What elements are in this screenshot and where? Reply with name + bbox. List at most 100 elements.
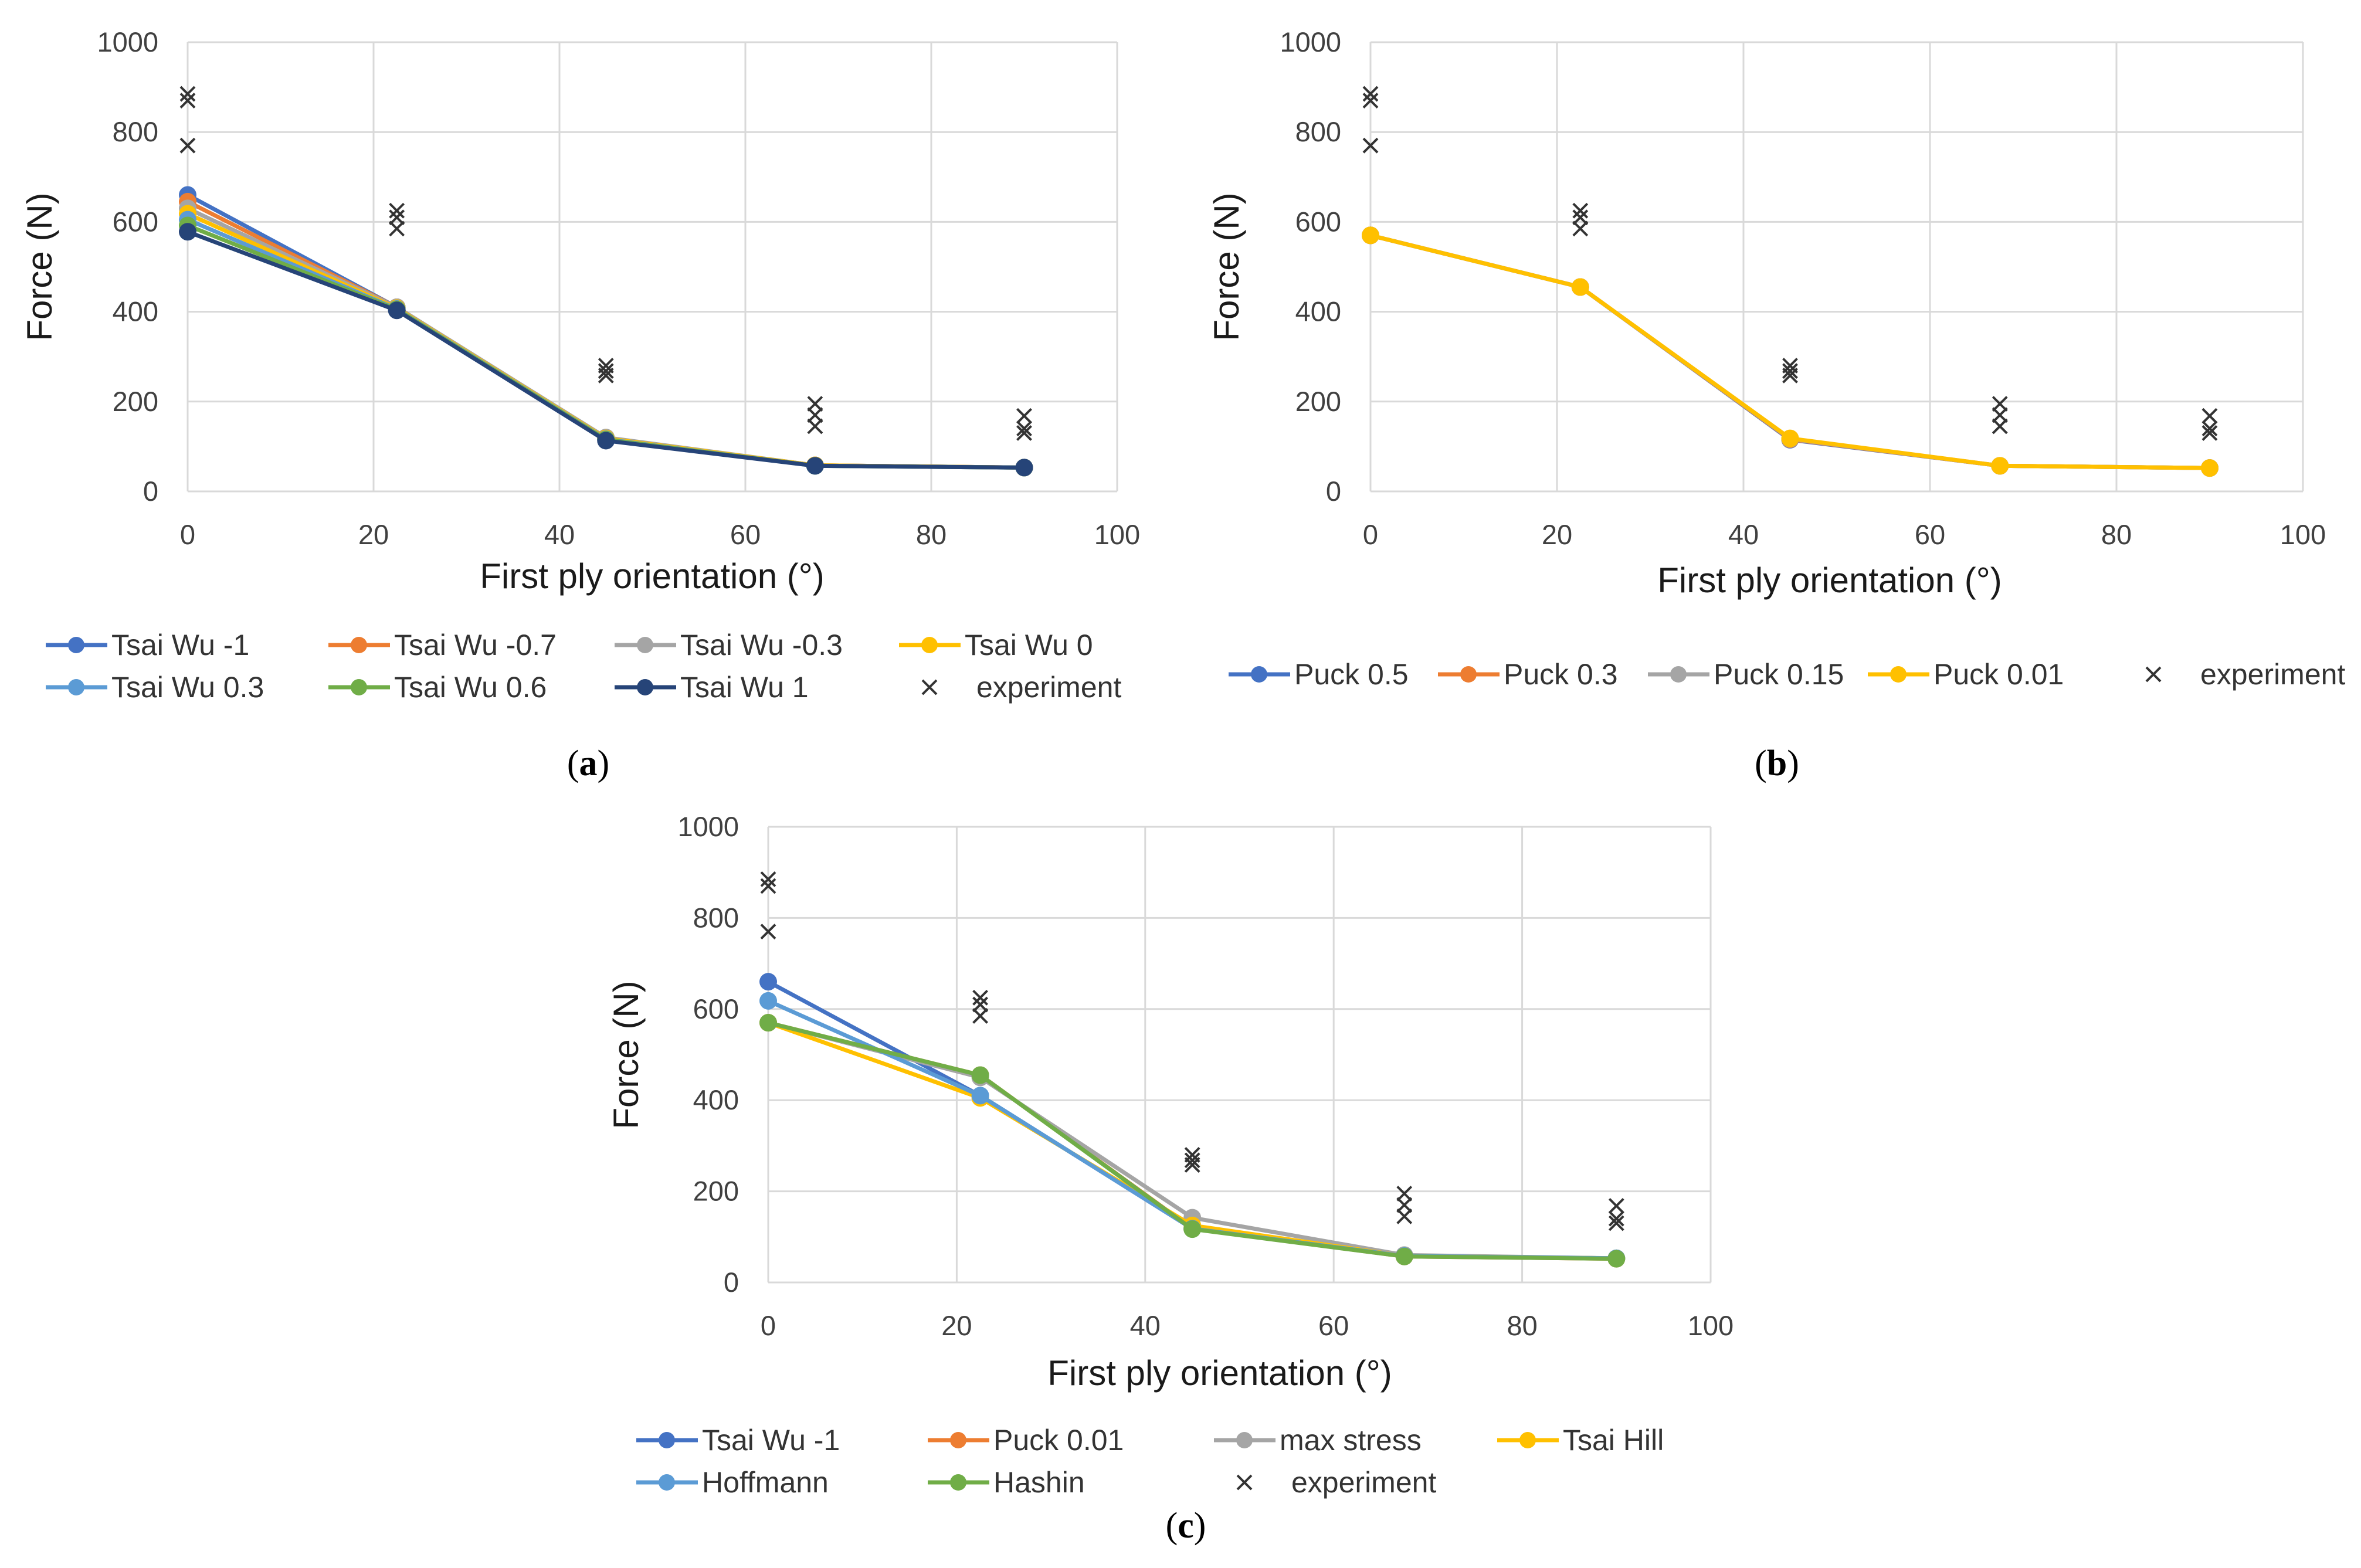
panel-label-open-paren: ( xyxy=(567,744,579,783)
series-point xyxy=(759,1014,777,1032)
x-tick-label: 20 xyxy=(941,1310,972,1341)
legend-swatch-marker xyxy=(1890,666,1907,683)
x-tick-label: 0 xyxy=(180,519,195,550)
experiment-point xyxy=(1572,220,1589,237)
experiment-point xyxy=(972,996,988,1013)
x-axis-label: First ply orientation (°) xyxy=(480,556,825,596)
experiment-point xyxy=(1608,1210,1624,1227)
y-tick-label: 0 xyxy=(1326,476,1341,507)
legend-label: Tsai Hill xyxy=(1563,1424,1664,1457)
experiment-point xyxy=(1396,1197,1413,1213)
series-point xyxy=(1991,457,2009,475)
y-tick-label: 1000 xyxy=(677,811,739,842)
x-tick-label: 0 xyxy=(1363,519,1378,550)
experiment-point xyxy=(807,407,823,423)
legend-label: Tsai Wu 0.6 xyxy=(394,671,547,704)
y-tick-label: 400 xyxy=(693,1084,739,1115)
series-point xyxy=(759,992,777,1010)
legend-swatch-marker xyxy=(950,1474,966,1491)
experiment-point xyxy=(1016,425,1032,441)
legend-item: Puck 0.01 xyxy=(928,1424,1124,1457)
legend-label: experiment xyxy=(2200,658,2345,691)
series-point xyxy=(1362,226,1379,245)
legend-swatch-marker xyxy=(68,679,84,695)
experiment-point xyxy=(1362,86,1379,102)
experiment-point xyxy=(1016,420,1032,437)
y-tick-label: 0 xyxy=(724,1267,739,1298)
y-tick-label: 1000 xyxy=(1280,26,1341,57)
legend-item: Tsai Wu -1 xyxy=(46,629,249,661)
legend-label: Puck 0.5 xyxy=(1294,658,1409,691)
legend-label: Tsai Wu 0 xyxy=(965,629,1093,661)
experiment-point xyxy=(389,220,405,237)
experiment-point xyxy=(1184,1152,1200,1169)
y-tick-label: 200 xyxy=(113,386,158,417)
y-tick-label: 800 xyxy=(1295,116,1341,147)
experiment-point xyxy=(2201,425,2218,441)
legend-label: Tsai Wu -0.7 xyxy=(394,629,557,661)
x-tick-label: 80 xyxy=(2101,519,2132,550)
legend-label: experiment xyxy=(976,671,1121,704)
legend-item: Tsai Wu 1 xyxy=(615,671,809,704)
legend-item: experiment xyxy=(2145,658,2345,691)
legend-item: Tsai Wu 0.3 xyxy=(46,671,264,704)
chart-panel-b: 0 200 400 600 800 1000 0 20 40 60 80 100 First ply o… xyxy=(1207,26,2345,783)
y-tick-label: 400 xyxy=(1295,296,1341,327)
legend-swatch-cross xyxy=(2145,666,2162,683)
y-tick-label: 600 xyxy=(113,206,158,237)
x-tick-label: 20 xyxy=(1542,519,1572,550)
y-axis-label: Force (N) xyxy=(1207,192,1246,341)
legend-swatch-marker xyxy=(637,679,653,695)
series-hashin xyxy=(759,1014,1626,1268)
experiment-point xyxy=(1992,407,2008,423)
legend-swatch-marker xyxy=(659,1432,675,1448)
series-puck-0-01 xyxy=(1362,226,2218,477)
y-tick-label: 600 xyxy=(693,993,739,1024)
legend-swatch-marker xyxy=(1460,666,1477,683)
experiment-point xyxy=(807,396,823,412)
experiment-point xyxy=(179,93,196,108)
y-tick-label: 1000 xyxy=(97,26,158,57)
panel-label: (b) xyxy=(1755,744,1799,783)
legend-swatch-marker xyxy=(637,637,653,653)
panel-label-letter: b xyxy=(1767,744,1787,783)
panel-label-close-paren: ) xyxy=(598,744,610,783)
legend-swatch-marker xyxy=(351,637,367,653)
series-point xyxy=(1183,1220,1202,1238)
legend-label: Puck 0.01 xyxy=(993,1424,1124,1457)
experiment-point xyxy=(1184,1157,1200,1173)
legend-swatch-marker xyxy=(1519,1432,1536,1448)
x-tick-label: 40 xyxy=(1728,519,1759,550)
series-point xyxy=(179,223,196,241)
legend-item: Hoffmann xyxy=(636,1466,829,1499)
x-tick-label: 0 xyxy=(761,1310,776,1341)
experiment-point xyxy=(1016,408,1032,424)
y-tick-label: 200 xyxy=(693,1176,739,1207)
panel-label-close-paren: ) xyxy=(1194,1506,1206,1546)
series-point xyxy=(971,1087,989,1105)
experiment-point xyxy=(1608,1198,1624,1214)
series-experiment xyxy=(760,871,1624,1231)
series-point xyxy=(759,973,777,991)
experiment-point xyxy=(179,137,196,154)
legend-item: Tsai Wu 0 xyxy=(899,629,1093,661)
legend-item: Puck 0.3 xyxy=(1438,658,1618,691)
x-tick-label: 60 xyxy=(1915,519,1945,550)
chart-panel-a: 0 200 400 600 800 1000 0 20 40 60 80 100 First ply o… xyxy=(20,26,1140,783)
experiment-point xyxy=(1782,367,1798,383)
series-point xyxy=(1015,459,1033,477)
series-point xyxy=(388,301,406,320)
x-tick-label: 80 xyxy=(1507,1310,1537,1341)
legend-item: experiment xyxy=(921,671,1121,704)
x-tick-label: 60 xyxy=(730,519,761,550)
x-tick-label: 80 xyxy=(916,519,947,550)
legend-swatch-cross xyxy=(921,679,938,695)
series-point xyxy=(1395,1247,1413,1265)
panel-label-letter: c xyxy=(1178,1506,1194,1546)
experiment-point xyxy=(1572,209,1589,226)
legend: Tsai Wu -1 Puck 0.01 max stress Tsai Hill Ho… xyxy=(636,1424,1664,1499)
x-tick-label: 100 xyxy=(1688,1310,1734,1341)
experiment-point xyxy=(760,878,776,894)
y-tick-label: 400 xyxy=(113,296,158,327)
legend-swatch-marker xyxy=(950,1432,966,1448)
